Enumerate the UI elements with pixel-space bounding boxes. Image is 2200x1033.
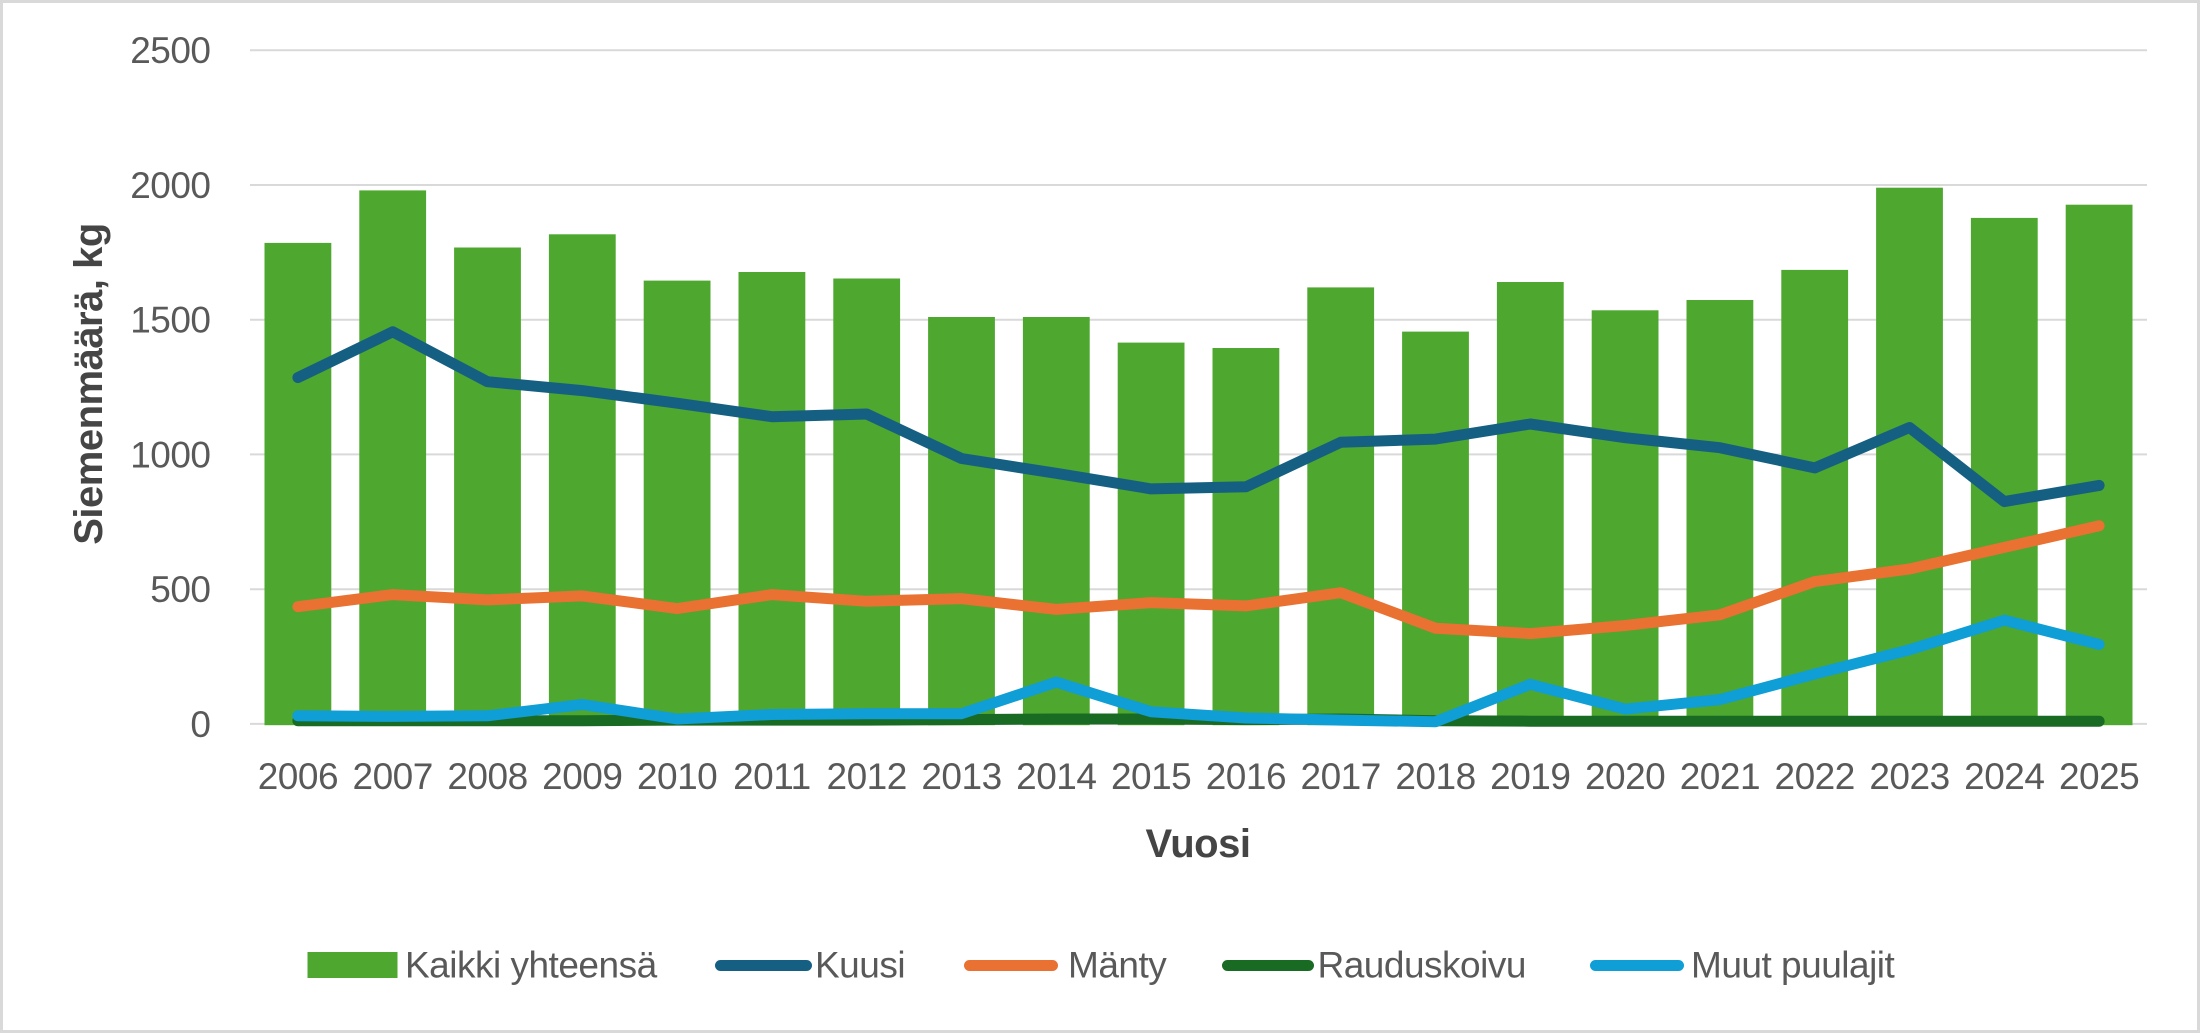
svg-text:2009: 2009 (542, 756, 622, 797)
svg-text:2020: 2020 (1585, 756, 1665, 797)
svg-text:2019: 2019 (1490, 756, 1570, 797)
svg-text:2022: 2022 (1775, 756, 1855, 797)
svg-text:2016: 2016 (1206, 756, 1286, 797)
svg-text:2500: 2500 (130, 30, 210, 71)
svg-text:1500: 1500 (130, 300, 210, 341)
svg-text:2014: 2014 (1016, 756, 1096, 797)
svg-text:Rauduskoivu: Rauduskoivu (1318, 945, 1526, 986)
svg-text:2025: 2025 (2059, 756, 2139, 797)
svg-text:2017: 2017 (1301, 756, 1381, 797)
svg-text:0: 0 (190, 704, 210, 745)
svg-text:2006: 2006 (258, 756, 338, 797)
svg-text:2007: 2007 (353, 756, 433, 797)
svg-text:2023: 2023 (1869, 756, 1949, 797)
svg-text:2018: 2018 (1395, 756, 1475, 797)
svg-text:2013: 2013 (921, 756, 1001, 797)
svg-text:Muut puulajit: Muut puulajit (1691, 945, 1896, 986)
svg-text:1000: 1000 (130, 434, 210, 475)
svg-text:2015: 2015 (1111, 756, 1191, 797)
svg-text:2011: 2011 (733, 756, 811, 797)
svg-text:Siemenmäärä, kg: Siemenmäärä, kg (67, 223, 111, 545)
svg-text:Mänty: Mänty (1068, 945, 1167, 986)
svg-text:2000: 2000 (130, 165, 210, 206)
svg-text:2021: 2021 (1680, 756, 1760, 797)
svg-text:2010: 2010 (637, 756, 717, 797)
svg-text:2024: 2024 (1964, 756, 2044, 797)
svg-text:2008: 2008 (447, 756, 527, 797)
svg-text:500: 500 (150, 569, 210, 610)
svg-text:2012: 2012 (827, 756, 907, 797)
svg-text:Kuusi: Kuusi (815, 945, 905, 986)
svg-text:Vuosi: Vuosi (1146, 822, 1251, 866)
svg-text:Kaikki yhteensä: Kaikki yhteensä (405, 945, 658, 986)
